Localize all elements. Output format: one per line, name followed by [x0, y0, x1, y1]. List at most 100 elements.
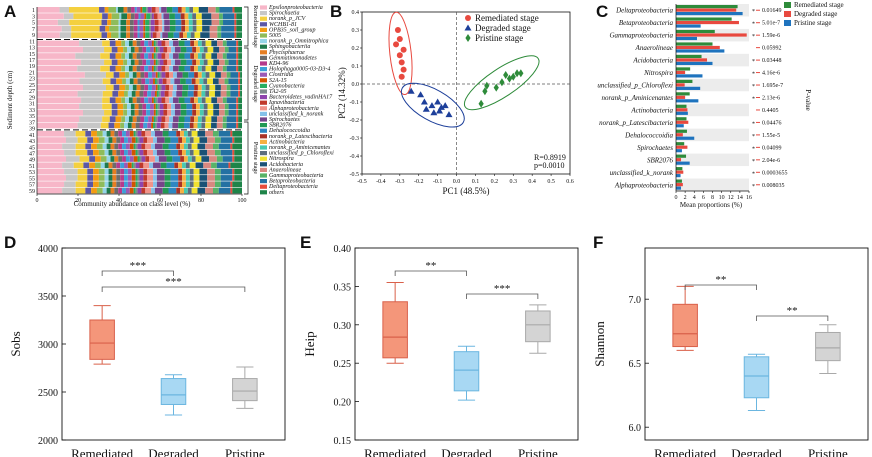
legend-label: Holophaga0005-03-D3-4 [268, 66, 330, 73]
legend-label: Cyanobacteria [269, 83, 305, 89]
stacked-segment [236, 103, 239, 110]
stacked-segment [213, 46, 220, 53]
stacked-segment [192, 46, 197, 53]
x-tick-label: 20 [75, 198, 81, 204]
pvalue-label: 0.01649 [762, 8, 782, 14]
confidence-ellipse [388, 11, 413, 96]
depth-tick-label: 57 [29, 183, 35, 189]
stacked-segment [161, 53, 166, 59]
stacked-segment [234, 19, 237, 26]
stacked-segment [127, 122, 132, 129]
legend-label: Nitrospira [268, 156, 294, 162]
stacked-segment [155, 65, 158, 72]
stacked-segment [192, 59, 197, 66]
panel-f-box-plot: 6.0 6.5 7.0 Remediated Degraded Pristine ** ** S… [592, 247, 869, 457]
stacked-segment [108, 175, 113, 181]
stacked-segment [124, 91, 128, 97]
stacked-segment [170, 168, 179, 175]
x-tick-label: -0.4 [376, 179, 386, 185]
category-label: Spirochaetes [637, 144, 673, 152]
panel-label-d: D [4, 233, 16, 252]
stacked-segment [111, 46, 118, 53]
stacked-segment [234, 149, 242, 156]
stacked-segment [189, 162, 196, 169]
stacked-segment [156, 168, 165, 175]
stacked-segment [133, 130, 136, 137]
depth-tick-label: 55 [29, 176, 35, 182]
stacked-segment [64, 149, 76, 156]
stacked-segment [228, 162, 231, 169]
stacked-segment [230, 72, 239, 78]
stacked-segment [145, 130, 152, 137]
stacked-segment [117, 109, 124, 116]
pristine-point [482, 87, 488, 96]
box [672, 303, 698, 348]
stacked-segment [102, 103, 112, 110]
stacked-segment [205, 122, 212, 129]
confidence-ellipse [463, 55, 540, 111]
depth-tick-label: 49 [29, 158, 35, 164]
stacked-segment [158, 156, 167, 162]
stacked-segment [236, 19, 242, 26]
stacked-segment [201, 40, 206, 47]
proportion-bar [676, 154, 687, 158]
stacked-segment [122, 156, 126, 162]
stacked-segment [196, 103, 200, 110]
stacked-segment [127, 181, 132, 188]
group-bracket [244, 47, 249, 121]
stacked-segment [224, 78, 229, 85]
stacked-segment [184, 13, 189, 20]
stacked-segment [142, 59, 147, 66]
stacked-segment [194, 84, 198, 91]
stacked-segment [201, 116, 206, 122]
stacked-segment [220, 137, 233, 143]
stacked-segment [211, 97, 218, 104]
stacked-segment [119, 72, 126, 78]
remediated-point [396, 36, 403, 42]
stacked-segment [215, 84, 221, 91]
depth-tick-label: 45 [29, 145, 35, 151]
stacked-segment [131, 168, 136, 175]
legend-label: Degraded stage [794, 10, 837, 18]
stacked-segment [208, 7, 216, 13]
stacked-segment [185, 25, 189, 32]
proportion-bar [676, 142, 685, 146]
stacked-segment [128, 72, 133, 78]
stacked-segment [232, 168, 235, 175]
legend-label: Phycisphaerae [268, 50, 305, 56]
stacked-segment [111, 103, 118, 110]
category-label: norank_p_Latescibacteria [599, 119, 673, 127]
legend-label: Gemmatimonadetes [269, 55, 317, 61]
stacked-segment [178, 97, 185, 104]
stacked-segment [157, 84, 160, 91]
depth-tick-label: 23 [29, 77, 35, 83]
stacked-segment [207, 137, 215, 143]
stacked-segment [234, 168, 242, 175]
stacked-segment [133, 187, 136, 194]
proportion-bar [676, 42, 713, 46]
stacked-segment [101, 32, 108, 38]
stacked-segment [125, 65, 129, 72]
proportion-bar [676, 136, 695, 140]
stacked-segment [118, 130, 123, 137]
stacked-segment [148, 32, 151, 38]
stacked-segment [179, 32, 184, 38]
stacked-segment [189, 181, 194, 188]
stacked-segment [159, 72, 162, 78]
stacked-segment [131, 181, 136, 188]
stacked-segment [189, 175, 194, 181]
stacked-segment [182, 91, 188, 97]
stacked-segment [120, 122, 125, 129]
stacked-segment [136, 7, 141, 13]
stacked-segment [172, 156, 181, 162]
stacked-segment [197, 65, 202, 72]
stacked-segment [224, 59, 229, 66]
y-tick-label: -0.1 [350, 100, 360, 106]
pristine-point [499, 78, 505, 87]
y-tick-label: 7.0 [629, 295, 642, 306]
stacked-segment [128, 84, 133, 91]
stacked-segment [120, 168, 125, 175]
stacked-segment [157, 53, 162, 59]
stacked-segment [110, 156, 115, 162]
